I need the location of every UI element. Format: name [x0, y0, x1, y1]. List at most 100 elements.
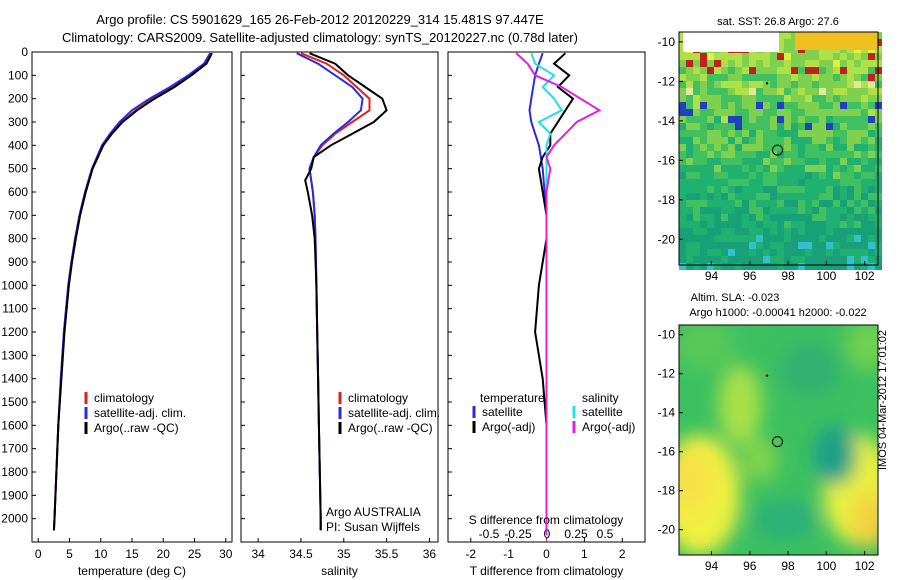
sst-cell: [784, 228, 791, 235]
sst-cell: [763, 60, 770, 67]
sst-cell: [735, 88, 742, 95]
sst-cell: [833, 207, 840, 214]
sst-cell: [679, 46, 686, 53]
y-tick-label: 1200: [1, 325, 28, 339]
sst-cell: [728, 137, 735, 144]
figure-title-line2: Climatology: CARS2009. Satellite-adjuste…: [62, 30, 578, 45]
sst-cell: [840, 200, 847, 207]
sst-cell: [847, 256, 854, 263]
sst-cell: [686, 214, 693, 221]
sst-cell: [756, 95, 763, 102]
legend-label: Argo(..raw -QC): [94, 421, 179, 435]
sst-cell: [791, 144, 798, 151]
float-track-dot: [765, 374, 769, 377]
x-tick-label: 10: [94, 547, 108, 561]
sst-cell: [749, 263, 756, 270]
sst-cell: [679, 221, 686, 228]
sst-cell: [749, 221, 756, 228]
sst-cell: [700, 102, 707, 109]
sst-cell: [819, 165, 826, 172]
sst-cell: [714, 137, 721, 144]
sst-cell: [721, 221, 728, 228]
sst-cell: [819, 116, 826, 123]
sst-cell: [693, 172, 700, 179]
sst-cell: [679, 137, 686, 144]
sst-cell: [840, 151, 847, 158]
sst-cell: [700, 60, 707, 67]
sst-cell: [679, 123, 686, 130]
sst-cell: [854, 221, 861, 228]
sst-cell: [686, 172, 693, 179]
sst-cell: [756, 249, 763, 256]
series-line-climatology: [52, 52, 212, 531]
sst-cell: [735, 179, 742, 186]
sst-cell: [868, 200, 875, 207]
sst-cell: [847, 214, 854, 221]
sst-cell: [861, 193, 868, 200]
sst-cell: [798, 263, 805, 270]
sst-cell: [756, 200, 763, 207]
sst-cell: [707, 81, 714, 88]
sst-cell: [749, 137, 756, 144]
sst-cell: [868, 165, 875, 172]
series-line-satellite-adj-clim-: [52, 52, 211, 531]
sst-cell: [854, 165, 861, 172]
sst-cell: [777, 172, 784, 179]
x-tick-label: -1: [503, 547, 514, 561]
sst-cell: [868, 158, 875, 165]
sst-cell: [812, 144, 819, 151]
sst-cell: [805, 249, 812, 256]
sst-cell: [805, 186, 812, 193]
legend-title-temperature: temperature: [480, 391, 545, 405]
series-line-argo-raw-qc-: [304, 52, 388, 531]
sst-cell: [735, 165, 742, 172]
sst-cell: [763, 137, 770, 144]
sst-cell: [861, 74, 868, 81]
map-y-tick-label: -20: [658, 232, 676, 246]
sst-cell: [819, 221, 826, 228]
sst-cell: [714, 88, 721, 95]
sst-cell: [700, 207, 707, 214]
sst-cell: [714, 53, 721, 60]
sst-cell: [735, 130, 742, 137]
sst-cell: [707, 130, 714, 137]
sst-cell: [784, 256, 791, 263]
sst-cell: [693, 214, 700, 221]
sst-cell: [833, 95, 840, 102]
sst-cell: [777, 74, 784, 81]
sst-cell: [791, 130, 798, 137]
salinity-plot-frame: [240, 51, 439, 543]
sst-cell: [812, 137, 819, 144]
sst-cell: [854, 102, 861, 109]
sst-cell: [756, 130, 763, 137]
sst-cell: [861, 123, 868, 130]
sst-cell: [798, 242, 805, 249]
sst-cell: [833, 235, 840, 242]
sst-cell: [728, 116, 735, 123]
sst-cell: [700, 165, 707, 172]
sst-cell: [826, 200, 833, 207]
sst-cell: [721, 207, 728, 214]
sst-cell: [819, 158, 826, 165]
sst-cell: [721, 256, 728, 263]
sst-cell: [721, 81, 728, 88]
map-x-tick-label: 96: [743, 559, 757, 573]
sst-cell: [770, 228, 777, 235]
sst-cell: [700, 228, 707, 235]
sst-cell: [791, 165, 798, 172]
sst-cell: [791, 207, 798, 214]
sst-cell: [833, 256, 840, 263]
sst-cell: [693, 53, 700, 60]
sst-cell: [742, 116, 749, 123]
sst-cell: [861, 116, 868, 123]
sst-cell: [707, 137, 714, 144]
sst-cell: [700, 235, 707, 242]
sst-cell: [728, 158, 735, 165]
sst-cell: [700, 193, 707, 200]
sst-cell: [735, 67, 742, 74]
sst-cell: [714, 172, 721, 179]
sst-cell: [742, 186, 749, 193]
sst-cell: [791, 249, 798, 256]
sst-cell: [861, 165, 868, 172]
y-tick-label: 500: [8, 162, 28, 176]
